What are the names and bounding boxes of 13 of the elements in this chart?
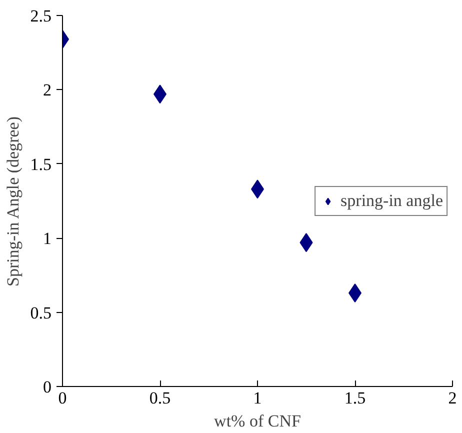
- y-tick-label: 1.5: [30, 154, 52, 174]
- y-axis-title: Spring-in Angle (degree): [3, 116, 22, 286]
- x-tick-label: 0.5: [149, 388, 171, 408]
- y-tick-label: 0.5: [30, 303, 52, 322]
- x-tick-label: 1: [253, 388, 262, 408]
- x-axis-title: wt% of CNF: [214, 412, 301, 430]
- x-tick-label: 2: [448, 388, 457, 408]
- x-tick-label: 0: [58, 388, 67, 408]
- y-tick-label: 1: [43, 229, 52, 248]
- y-tick-label: 2.5: [30, 6, 52, 26]
- y-tick-label: 2: [43, 80, 52, 100]
- x-tick-label: 1.5: [344, 388, 366, 408]
- legend-label: spring-in angle: [340, 190, 443, 210]
